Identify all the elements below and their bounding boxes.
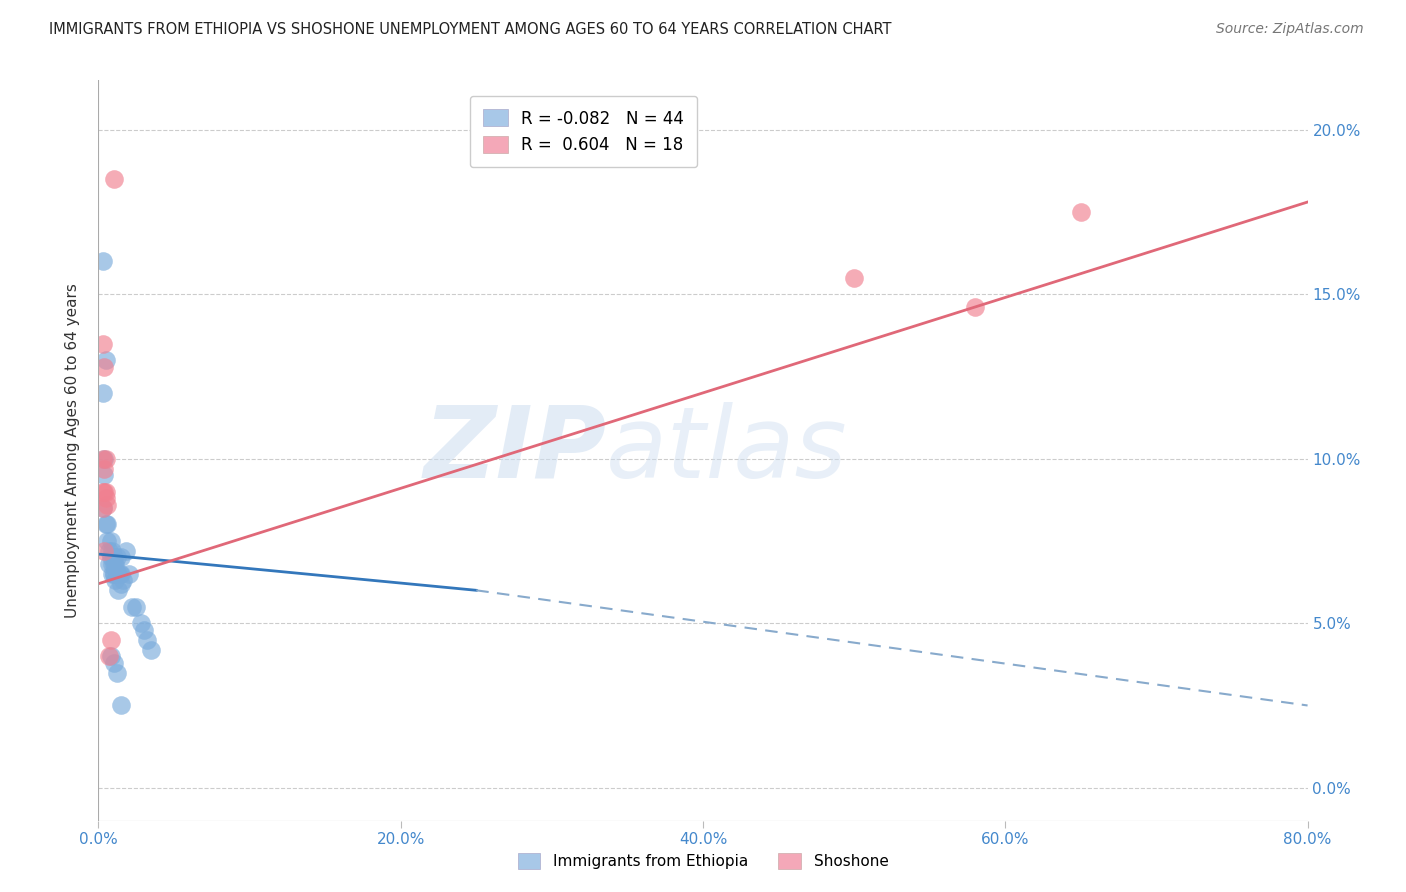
- Point: [96, 533, 118, 548]
- Point: [101, 557, 124, 571]
- Point: [110, 698, 132, 713]
- Point: [93, 544, 115, 558]
- Point: [118, 566, 141, 581]
- Point: [1070, 205, 1092, 219]
- Point: [103, 566, 125, 581]
- Point: [965, 301, 987, 315]
- Point: [94, 491, 117, 505]
- Point: [107, 583, 129, 598]
- Point: [94, 451, 117, 466]
- Point: [103, 656, 125, 670]
- Point: [107, 566, 129, 581]
- Point: [93, 461, 115, 475]
- Point: [105, 566, 128, 581]
- Point: [114, 544, 136, 558]
- Point: [91, 451, 114, 466]
- Point: [135, 632, 157, 647]
- Point: [101, 566, 124, 581]
- Point: [98, 544, 121, 558]
- Point: [105, 550, 128, 565]
- Point: [108, 566, 131, 581]
- Point: [104, 557, 127, 571]
- Text: Source: ZipAtlas.com: Source: ZipAtlas.com: [1216, 22, 1364, 37]
- Legend: R = -0.082   N = 44, R =  0.604   N = 18: R = -0.082 N = 44, R = 0.604 N = 18: [470, 96, 697, 168]
- Point: [125, 599, 148, 614]
- Legend: Immigrants from Ethiopia, Shoshone: Immigrants from Ethiopia, Shoshone: [512, 847, 894, 875]
- Text: atlas: atlas: [606, 402, 848, 499]
- Point: [94, 353, 117, 368]
- Point: [100, 632, 122, 647]
- Point: [100, 533, 122, 548]
- Point: [98, 557, 121, 571]
- Point: [91, 336, 114, 351]
- Point: [91, 501, 114, 516]
- Point: [93, 359, 115, 374]
- Point: [110, 550, 132, 565]
- Point: [101, 544, 124, 558]
- Point: [91, 254, 114, 268]
- Point: [91, 385, 114, 400]
- Point: [104, 574, 127, 588]
- Point: [111, 574, 134, 588]
- Point: [121, 599, 143, 614]
- Point: [103, 557, 125, 571]
- Point: [141, 642, 163, 657]
- Point: [110, 576, 132, 591]
- Point: [103, 550, 125, 565]
- Point: [110, 566, 132, 581]
- Point: [93, 451, 115, 466]
- Point: [105, 566, 128, 581]
- Point: [94, 484, 117, 499]
- Point: [96, 517, 118, 532]
- Text: ZIP: ZIP: [423, 402, 606, 499]
- Point: [100, 550, 122, 565]
- Point: [93, 484, 115, 499]
- Text: IMMIGRANTS FROM ETHIOPIA VS SHOSHONE UNEMPLOYMENT AMONG AGES 60 TO 64 YEARS CORR: IMMIGRANTS FROM ETHIOPIA VS SHOSHONE UNE…: [49, 22, 891, 37]
- Point: [91, 501, 114, 516]
- Point: [844, 270, 866, 285]
- Point: [94, 517, 117, 532]
- Point: [93, 468, 115, 483]
- Point: [91, 484, 114, 499]
- Point: [96, 498, 118, 512]
- Point: [129, 616, 152, 631]
- Point: [103, 566, 125, 581]
- Point: [100, 649, 122, 664]
- Point: [98, 649, 121, 664]
- Point: [132, 623, 155, 637]
- Point: [105, 665, 128, 680]
- Point: [103, 172, 125, 186]
- Y-axis label: Unemployment Among Ages 60 to 64 years: Unemployment Among Ages 60 to 64 years: [65, 283, 80, 618]
